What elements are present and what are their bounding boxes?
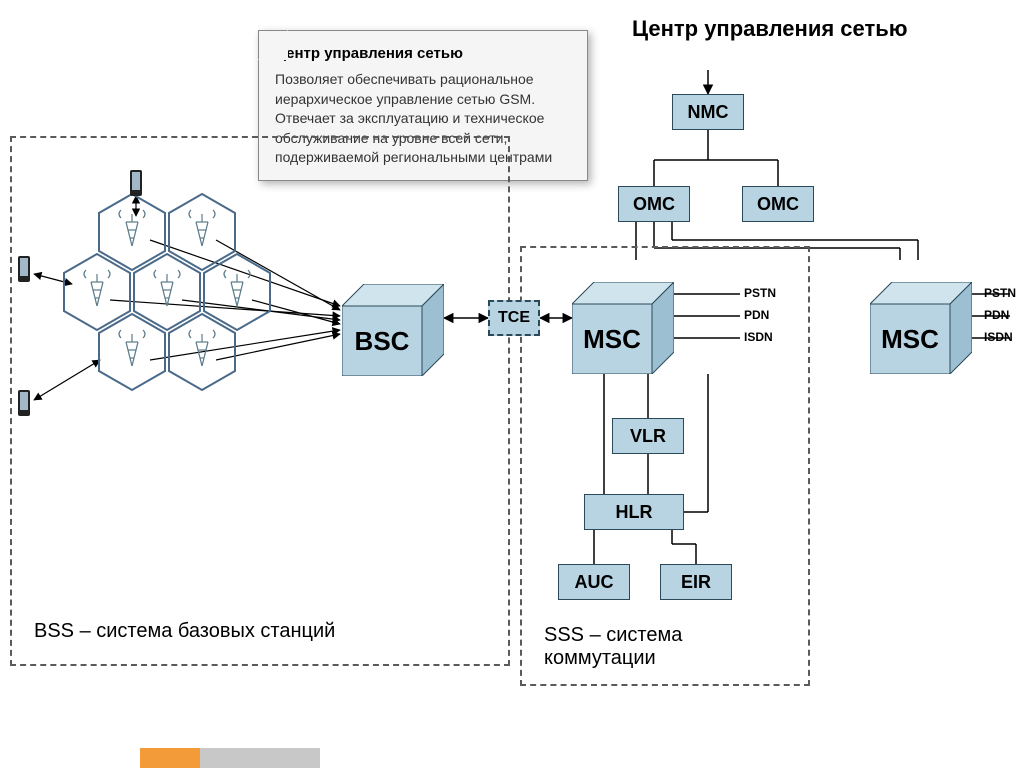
region-bss — [10, 136, 510, 666]
phone-icon — [18, 256, 30, 282]
node-eir: EIR — [660, 564, 732, 600]
region-sss-label: SSS – система коммутации — [544, 624, 682, 670]
phone-icon — [18, 390, 30, 416]
node-omc1: OMC — [618, 186, 690, 222]
node-omc2: OMC — [742, 186, 814, 222]
node-hlr: HLR — [584, 494, 684, 530]
node-auc: AUC — [558, 564, 630, 600]
hex-cell — [167, 312, 237, 392]
node-vlr: VLR — [612, 418, 684, 454]
note-title: Центр управления сетью — [275, 43, 571, 64]
page-title: Центр управления сетью — [632, 16, 908, 42]
ext-label-isdn-2: ISDN — [984, 330, 1013, 344]
ext-label-pstn-2: PSTN — [984, 286, 1016, 300]
footer-accent — [0, 748, 320, 768]
node-nmc: NMC — [672, 94, 744, 130]
cube-bsc: BSC — [342, 284, 444, 376]
ext-label-pstn: PSTN — [744, 286, 776, 300]
diagram-canvas: Центр управления сетью Центр управления … — [0, 0, 1024, 768]
ext-label-pdn: PDN — [744, 308, 769, 322]
node-tce: TCE — [488, 300, 540, 336]
hex-cell — [97, 312, 167, 392]
cube-msc2: MSC — [870, 282, 972, 374]
phone-icon — [130, 170, 142, 196]
ext-label-isdn: ISDN — [744, 330, 773, 344]
ext-label-pdn-2: PDN — [984, 308, 1009, 322]
region-bss-label: BSS – система базовых станций — [34, 620, 335, 643]
cube-msc1: MSC — [572, 282, 674, 374]
